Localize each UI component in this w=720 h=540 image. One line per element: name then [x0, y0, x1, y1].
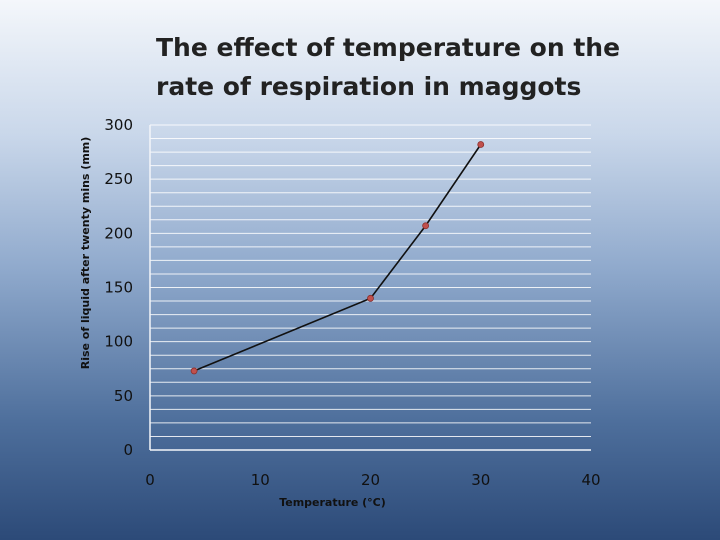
data-point	[477, 141, 485, 148]
y-tick-label: 0	[123, 441, 133, 459]
x-axis-title: Temperature (°C)	[279, 496, 386, 509]
y-axis-title: Rise of liquid after twenty mins (mm)	[79, 137, 92, 370]
chart-title: The effect of temperature on the rate of…	[156, 33, 621, 101]
tick-labels: 0 50 100 150 200 250 300 0 10 20 30 40	[104, 116, 600, 489]
y-tick-label: 50	[114, 387, 133, 405]
series-line	[193, 144, 482, 372]
x-tick-label: 30	[471, 471, 490, 489]
y-tick-label: 300	[104, 116, 133, 134]
x-tick-label: 10	[251, 471, 270, 489]
grid	[150, 124, 591, 437]
x-tick-label: 20	[361, 471, 380, 489]
y-tick-label: 150	[104, 279, 133, 297]
series	[190, 141, 485, 375]
x-tick-label: 40	[581, 471, 600, 489]
y-tick-label: 250	[104, 170, 133, 188]
data-point	[190, 367, 198, 375]
axes	[149, 125, 591, 451]
y-tick-label: 200	[104, 224, 133, 242]
data-point	[367, 294, 374, 302]
y-tick-label: 100	[104, 333, 133, 351]
x-tick-label: 0	[145, 471, 155, 489]
data-point	[422, 222, 430, 230]
